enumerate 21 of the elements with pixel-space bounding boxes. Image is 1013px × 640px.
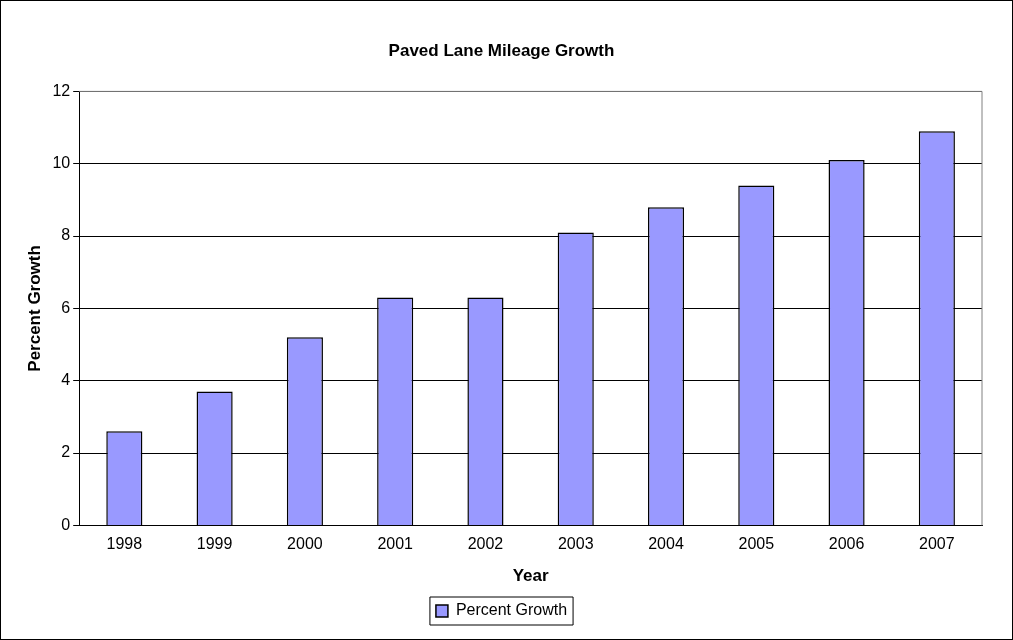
y-tick-label: 0 <box>61 515 71 533</box>
y-tick-label: 12 <box>52 81 71 99</box>
x-tick-label: 2006 <box>828 535 865 553</box>
x-tick-label: 2001 <box>377 535 414 553</box>
y-tick-label: 10 <box>52 154 71 172</box>
y-tick-label: 6 <box>61 298 71 316</box>
x-axis-title: Year <box>512 566 549 586</box>
x-tick-label: 2000 <box>287 535 323 553</box>
x-tick-label: 2004 <box>648 535 684 553</box>
y-tick-label: 2 <box>61 443 71 461</box>
x-tick-label: 1998 <box>106 535 143 553</box>
y-tick-label: 4 <box>61 371 71 389</box>
x-tick-label: 1999 <box>196 535 233 553</box>
y-tick-label: 8 <box>61 226 71 244</box>
x-tick-label: 2003 <box>557 535 594 553</box>
y-axis-title: Percent Growth <box>24 245 44 372</box>
legend-label: Percent Growth <box>455 601 568 619</box>
x-tick-label: 2005 <box>738 535 775 553</box>
chart-title: Paved Lane Mileage Growth <box>388 40 615 60</box>
x-tick-label: 2007 <box>919 535 955 553</box>
x-tick-label: 2002 <box>467 535 504 553</box>
